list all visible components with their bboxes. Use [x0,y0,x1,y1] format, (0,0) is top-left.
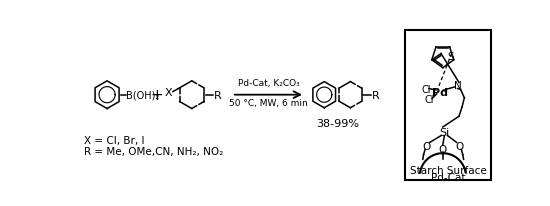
Text: Pd-Cat, K₂CO₃: Pd-Cat, K₂CO₃ [238,79,299,88]
Text: +: + [151,88,163,103]
Text: Pd-Cat: Pd-Cat [431,172,465,182]
Text: 50 °C, MW, 6 min: 50 °C, MW, 6 min [229,98,308,107]
Text: R = Me, OMe,CN, NH₂, NO₂: R = Me, OMe,CN, NH₂, NO₂ [84,146,223,156]
Text: Cl: Cl [425,94,434,104]
Text: 38-99%: 38-99% [316,118,359,128]
Text: O: O [422,141,431,151]
Text: Starch Surface: Starch Surface [410,165,487,175]
Text: R: R [214,90,222,100]
Text: Cl: Cl [421,84,431,94]
Text: N: N [454,81,461,91]
Bar [405,31,491,180]
Text: X: X [164,88,172,98]
Text: Pd: Pd [432,87,448,97]
Text: R: R [372,90,379,100]
Text: X = Cl, Br, I: X = Cl, Br, I [84,136,145,146]
Text: O: O [439,144,447,154]
Text: Si: Si [439,127,449,137]
Text: S: S [448,52,454,62]
Text: B(OH)₂: B(OH)₂ [126,90,160,100]
Text: O: O [455,141,464,151]
